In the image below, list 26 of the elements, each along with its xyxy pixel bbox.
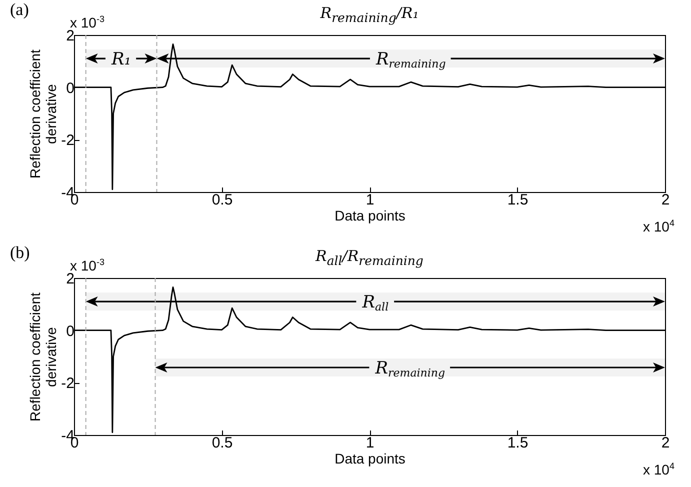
chart-title: R$_{all}$/R$_{remaining}$: [316, 247, 424, 268]
y-tick-label: -2: [61, 132, 74, 150]
y-axis-title: Reflection coefficient derivative: [27, 49, 60, 178]
x-tick-label: 1.5: [507, 434, 528, 452]
x-tick-label: 2: [661, 434, 670, 452]
band-label: R$_{remaining}$: [374, 50, 446, 71]
y-tick-label: -2: [61, 375, 74, 392]
chart-title: R$_{remaining}$/R₁: [320, 4, 419, 25]
text: x 10$^{4}$: [643, 218, 674, 235]
band-label: R$_{remaining}$: [374, 358, 446, 380]
x-tick-label: 0.5: [212, 434, 233, 452]
text: x 10$^{4}$: [643, 461, 674, 478]
x-tick-label: 1: [366, 192, 374, 208]
text: (b): [10, 243, 30, 263]
x-tick-label: 0.5: [212, 192, 233, 208]
y-tick-label: 0: [66, 80, 74, 97]
band-label: R₁: [110, 50, 132, 70]
band-label: R$_{all}$: [361, 292, 390, 314]
x-axis-title: Data points: [334, 450, 406, 466]
x-axis-title: Data points: [334, 208, 406, 224]
y-axis-title: Reflection coefficient derivative: [27, 292, 60, 422]
x-tick-label: 1: [366, 434, 374, 452]
text: (a): [10, 0, 29, 20]
x-tick-label: 1.5: [507, 192, 528, 208]
y-tick-label: 0: [66, 322, 74, 340]
x-tick-label: 2: [661, 192, 670, 208]
